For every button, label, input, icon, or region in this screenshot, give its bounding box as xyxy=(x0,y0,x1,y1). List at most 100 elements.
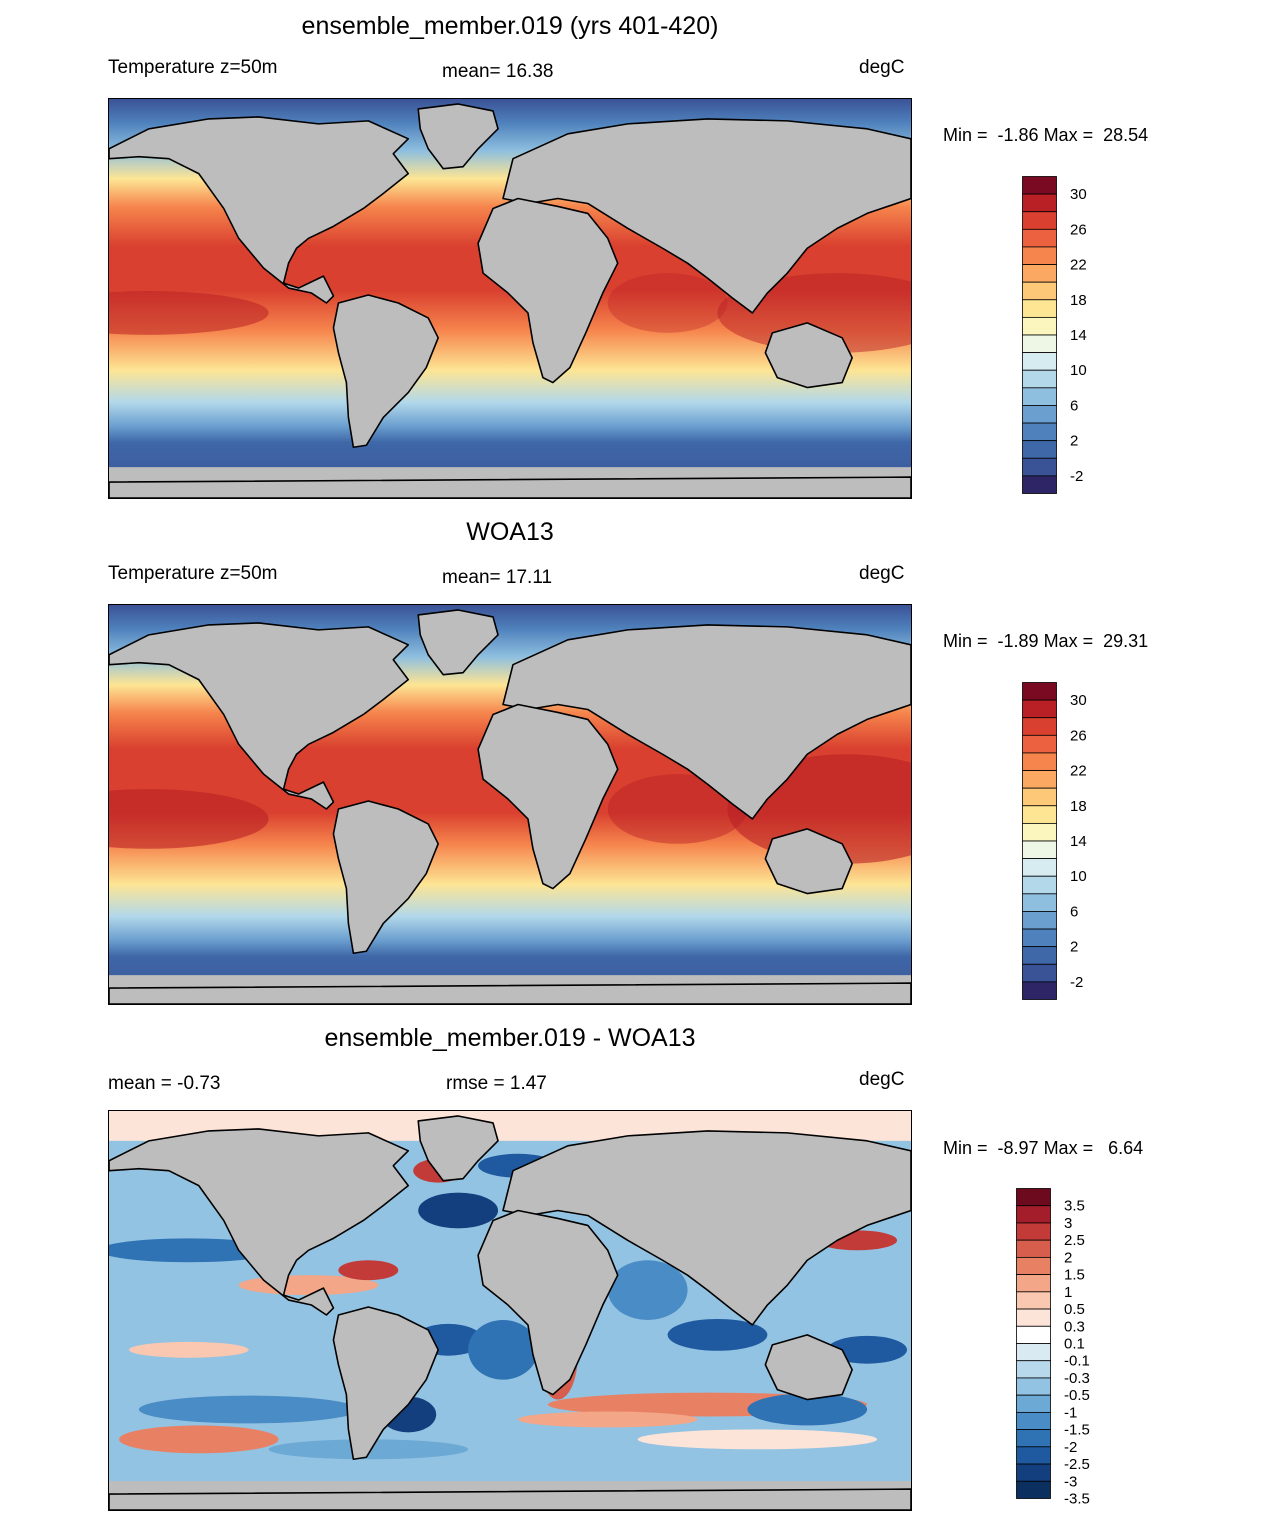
colorbar-swatch xyxy=(1016,1205,1051,1224)
colorbar-tick-label: 0.3 xyxy=(1064,1318,1085,1335)
colorbar-tick-label: 18 xyxy=(1070,292,1087,309)
colorbar: 30 26 22 18 14 10 6 2 -2 xyxy=(1022,176,1136,495)
colorbar-swatch xyxy=(1022,334,1057,354)
mean-label: mean= 17.11 xyxy=(442,567,553,588)
colorbar-swatch xyxy=(1016,1429,1051,1448)
min-value: Min = -1.86 xyxy=(943,125,1039,145)
colorbar-tick-label: -0.3 xyxy=(1064,1370,1090,1387)
colorbar-swatch xyxy=(1016,1446,1051,1465)
colorbar-tick-label: 2 xyxy=(1064,1249,1072,1266)
colorbar: 3.5 3 2.5 2 1.5 1 0.5 0.3 0.1 -0.1 -0.3 -0.5 -1 -1.5-… xyxy=(1016,1188,1130,1508)
colorbar-swatch xyxy=(1016,1480,1051,1499)
colorbar-tick-label: -2.5 xyxy=(1064,1456,1090,1473)
colorbar-swatch xyxy=(1022,475,1057,494)
colorbar-swatch xyxy=(1022,369,1057,389)
max-value: Max = 28.54 xyxy=(1043,125,1149,145)
colorbar-swatch xyxy=(1022,893,1057,912)
colorbar-swatch xyxy=(1022,946,1057,965)
variable-label: Temperature z=50m xyxy=(108,57,278,78)
colorbar-swatch xyxy=(1022,875,1057,895)
colorbar-swatch xyxy=(1022,858,1057,877)
colorbar-swatch xyxy=(1016,1291,1051,1310)
units-label: degC xyxy=(859,1069,905,1090)
colorbar-swatch xyxy=(1016,1360,1051,1379)
colorbar-tick-label: -2 xyxy=(1064,1439,1077,1456)
temperature-map xyxy=(108,604,912,1005)
units-label: degC xyxy=(859,57,905,78)
colorbar-swatch xyxy=(1016,1377,1051,1396)
colorbar-tick-label: 1.5 xyxy=(1064,1267,1085,1284)
colorbar-tick-label: -3 xyxy=(1064,1473,1077,1490)
colorbar-tick-label: 2.5 xyxy=(1064,1232,1085,1249)
colorbar-swatch xyxy=(1016,1256,1051,1276)
colorbar-swatch xyxy=(1022,405,1057,424)
panel-title: WOA13 xyxy=(466,518,554,546)
colorbar-swatch xyxy=(1016,1188,1051,1207)
temperature-map xyxy=(108,98,912,499)
colorbar-swatch xyxy=(1016,1463,1051,1482)
colorbar-swatch xyxy=(1022,264,1057,283)
colorbar-swatch xyxy=(1016,1222,1051,1241)
colorbar-swatch xyxy=(1022,840,1057,860)
colorbar-tick-label: -0.1 xyxy=(1064,1353,1090,1370)
colorbar-tick-label: 2 xyxy=(1070,939,1078,956)
difference-map xyxy=(108,1110,912,1511)
colorbar-swatch xyxy=(1022,193,1057,213)
colorbar-tick-label: 2 xyxy=(1070,433,1078,450)
min-max-label: Min = -1.89 Max = 29.31 xyxy=(943,631,1148,652)
colorbar-tick-label: 18 xyxy=(1070,798,1087,815)
min-max-label: Min = -8.97 Max = 6.64 xyxy=(943,1138,1143,1159)
colorbar-swatch xyxy=(1022,911,1057,930)
colorbar-swatch xyxy=(1022,752,1057,771)
colorbar-swatch xyxy=(1016,1394,1051,1413)
colorbar-swatch xyxy=(1022,787,1057,807)
colorbar-tick-label: -3.5 xyxy=(1064,1491,1090,1508)
colorbar-swatch xyxy=(1022,822,1057,842)
colorbar-tick-label: 6 xyxy=(1070,903,1078,920)
colorbar-tick-label: -2 xyxy=(1070,468,1083,485)
colorbar-tick-label: -2 xyxy=(1070,974,1083,991)
colorbar-swatch xyxy=(1022,699,1057,719)
colorbar-swatch xyxy=(1022,440,1057,459)
min-value: Min = -8.97 xyxy=(943,1138,1039,1158)
colorbar-tick-label: 22 xyxy=(1070,763,1087,780)
colorbar-swatch xyxy=(1022,682,1057,701)
colorbar-swatch xyxy=(1022,928,1057,948)
colorbar-swatch xyxy=(1022,316,1057,336)
colorbar-tick-label: 0.5 xyxy=(1064,1301,1085,1318)
colorbar-swatch xyxy=(1022,246,1057,265)
colorbar-swatch xyxy=(1022,770,1057,789)
colorbar-swatch xyxy=(1016,1343,1051,1362)
mean-label: mean = -0.73 xyxy=(108,1073,221,1094)
colorbar-swatch xyxy=(1022,228,1057,248)
colorbar-tick-label: 0.1 xyxy=(1064,1336,1085,1353)
colorbar-swatch xyxy=(1022,717,1057,736)
max-value: Max = 29.31 xyxy=(1043,631,1149,651)
colorbar-swatch xyxy=(1022,963,1057,983)
colorbar-tick-label: 10 xyxy=(1070,868,1087,885)
colorbar-tick-label: 30 xyxy=(1070,692,1087,709)
colorbar-swatch xyxy=(1022,981,1057,1000)
colorbar-tick-label: -0.5 xyxy=(1064,1387,1090,1404)
colorbar-swatch xyxy=(1022,299,1057,318)
colorbar-swatch xyxy=(1022,422,1057,442)
colorbar-tick-label: -1.5 xyxy=(1064,1422,1090,1439)
min-value: Min = -1.89 xyxy=(943,631,1039,651)
colorbar: 30 26 22 18 14 10 6 2 -2 xyxy=(1022,682,1136,1001)
panel-title: ensemble_member.019 - WOA13 xyxy=(324,1024,696,1052)
colorbar-tick-label: 26 xyxy=(1070,221,1087,238)
colorbar-tick-label: 22 xyxy=(1070,257,1087,274)
colorbar-swatch xyxy=(1022,805,1057,824)
colorbar-tick-label: 3 xyxy=(1064,1215,1072,1232)
colorbar-tick-label: 14 xyxy=(1070,833,1087,850)
max-value: Max = 6.64 xyxy=(1043,1138,1144,1158)
mean-label: mean= 16.38 xyxy=(442,61,554,82)
colorbar-tick-label: 30 xyxy=(1070,186,1087,203)
colorbar-swatch xyxy=(1022,211,1057,230)
colorbar-tick-label: 3.5 xyxy=(1064,1198,1085,1215)
colorbar-tick-label: 1 xyxy=(1064,1284,1072,1301)
colorbar-tick-label: 10 xyxy=(1070,362,1087,379)
rmse-label: rmse = 1.47 xyxy=(446,1073,547,1094)
colorbar-swatch xyxy=(1022,387,1057,406)
colorbar-swatch xyxy=(1016,1239,1051,1258)
